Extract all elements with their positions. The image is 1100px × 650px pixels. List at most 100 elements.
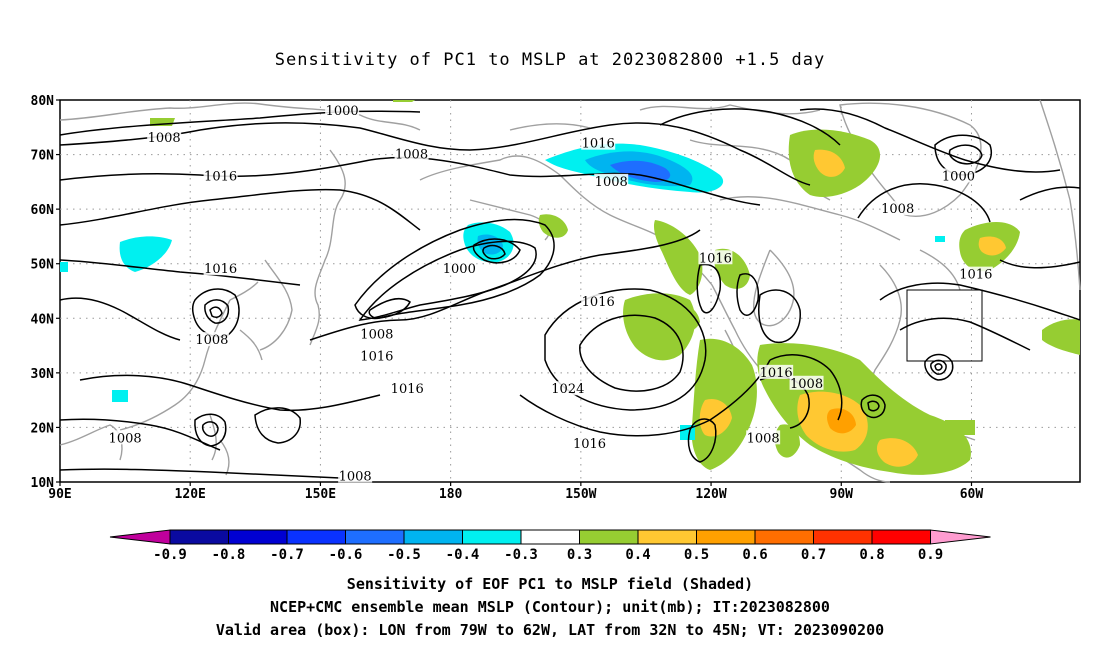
colorbar-segment (754, 529, 814, 545)
isobar-label-bg (338, 468, 373, 483)
colorbar-segment (403, 529, 463, 545)
colorbar-label: -0.8 (212, 547, 246, 563)
isobar-label-bg (746, 430, 781, 445)
colorbar-label: 0.3 (567, 547, 592, 563)
isobar-label-bg (394, 146, 429, 161)
isobar-label: 1000 (326, 104, 359, 119)
colorbar-segment (813, 529, 873, 545)
colorbar-high-arrow (930, 529, 991, 545)
isobar-label: 1024 (551, 382, 584, 397)
mslp-contours (59, 108, 1081, 479)
isobar-label: 1016 (582, 137, 615, 152)
isobar-label: 1008 (339, 470, 372, 485)
colorbar-label: 0.9 (918, 547, 943, 563)
isobar-label: 1016 (582, 295, 615, 310)
isobar-label-bg (203, 261, 238, 276)
latitude-labels: 80N 70N 60N 50N 40N 30N 20N 10N (31, 94, 60, 491)
isobar-label: 1008 (395, 148, 428, 163)
colorbar-label: -0.7 (270, 547, 304, 563)
isobar-label-bg (581, 135, 616, 150)
colorbar-label: 0.8 (859, 547, 884, 563)
latitude-label: 60N (31, 203, 55, 218)
isobar-label-bg (941, 168, 976, 183)
isobar-label: 1000 (443, 262, 476, 277)
isobar-label: 1008 (747, 431, 780, 446)
plot-title: Sensitivity of PC1 to MSLP at 2023082800… (274, 50, 826, 70)
colorbar-segment (345, 529, 405, 545)
longitude-label: 90W (830, 487, 854, 502)
isobar-label-bg (958, 266, 993, 281)
isobar-label: 1008 (595, 175, 628, 190)
longitude-label: 150W (565, 487, 596, 502)
valid-area-box (906, 289, 983, 362)
caption-valid-area: Valid area (box): LON from 79W to 62W, L… (215, 621, 885, 639)
colorbar-segment (462, 529, 522, 545)
isobar-label-bg (390, 381, 425, 396)
isobar-label-bg (698, 250, 733, 265)
isobar-label: 1008 (195, 333, 228, 348)
isobar-label-bg (581, 293, 616, 308)
isobar-label: 1016 (204, 262, 237, 277)
colorbar-segment (520, 529, 580, 545)
longitude-label: 150E (305, 487, 336, 502)
longitude-label: 120E (175, 487, 206, 502)
isobar-label-bg (550, 381, 585, 396)
caption-shaded: Sensitivity of EOF PC1 to MSLP field (Sh… (346, 575, 754, 593)
isobar-label: 1016 (959, 268, 992, 283)
latitude-label: 40N (31, 312, 55, 327)
isobar-label-bg (359, 326, 394, 341)
isobar-label-bg (759, 364, 794, 379)
isobar-label: 1016 (204, 169, 237, 184)
longitude-labels: 90E 120E 150E 180 150W 120W 90W 60W (48, 482, 983, 502)
isobar-label-bg (203, 168, 238, 183)
isobar-label: 1016 (699, 251, 732, 266)
isobar-label: 1016 (760, 366, 793, 381)
latitude-label: 30N (31, 367, 55, 382)
caption-contour: NCEP+CMC ensemble mean MSLP (Contour); u… (270, 598, 830, 616)
isobar-label-bg (325, 102, 360, 117)
isobar-label-bg (442, 261, 477, 276)
latitude-label: 20N (31, 421, 55, 436)
colorbar-label: 0.6 (742, 547, 767, 563)
isobar-label: 1008 (148, 131, 181, 146)
colorbar-label: -0.4 (446, 547, 480, 563)
isobar-label-bg (572, 435, 607, 450)
colorbar-segment (696, 529, 756, 545)
colorbar-segment (637, 529, 697, 545)
isobar-label: 1000 (942, 169, 975, 184)
isobar-label: 1016 (391, 382, 424, 397)
colorbar-low-arrow (109, 529, 171, 545)
latitude-label: 10N (31, 476, 55, 491)
colorbar: -0.9 -0.8 -0.7 -0.6 -0.5 -0.4 -0.3 0.3 0.4 0.5 0.6… (109, 529, 991, 563)
latitude-label: 50N (31, 258, 55, 273)
longitude-label: 180 (439, 487, 463, 502)
colorbar-label: -0.9 (153, 547, 187, 563)
colorbar-segment (579, 529, 639, 545)
colorbar-label: -0.3 (504, 547, 538, 563)
isobar-label: 1016 (360, 349, 393, 364)
colorbar-label: 0.5 (684, 547, 709, 563)
latitude-label: 80N (31, 94, 55, 109)
isobar-label: 1008 (790, 377, 823, 392)
colorbar-label: -0.6 (329, 547, 363, 563)
longitude-label: 90E (48, 487, 71, 502)
isobar-label: 1008 (881, 202, 914, 217)
isobar-label-bg (108, 430, 143, 445)
isobar-label-bg (594, 173, 629, 188)
isobar-label-bg (359, 348, 394, 363)
colorbar-segment (169, 529, 229, 545)
latitude-label: 70N (31, 149, 55, 164)
colorbar-label: -0.5 (387, 547, 421, 563)
colorbar-segment (871, 529, 931, 545)
isobar-label: 1008 (109, 431, 142, 446)
isobar-label: 1008 (360, 328, 393, 343)
sensitivity-shading (60, 100, 1080, 475)
colorbar-label: 0.4 (625, 547, 650, 563)
colorbar-label: 0.7 (801, 547, 826, 563)
longitude-label: 60W (960, 487, 984, 502)
isobar-label-bg (194, 332, 229, 347)
longitude-label: 120W (695, 487, 726, 502)
isobar-label-bg (789, 375, 824, 390)
